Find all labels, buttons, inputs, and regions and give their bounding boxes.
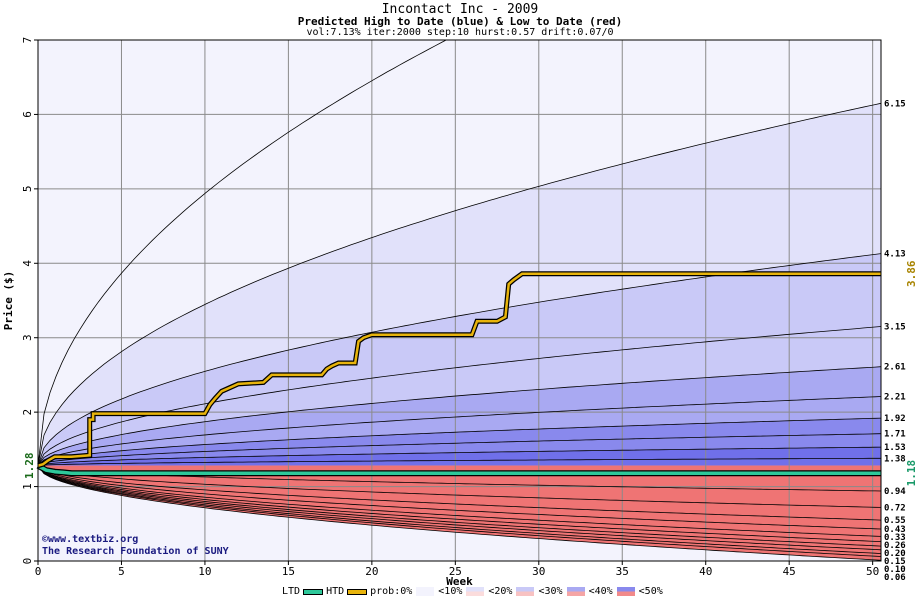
y-tick-label-7: 7	[21, 37, 34, 44]
legend-swatch-20	[516, 587, 535, 596]
high-label-8: 1.53	[884, 443, 906, 453]
low-label-1: 0.72	[884, 503, 906, 513]
legend-htd-label: HTD	[326, 586, 345, 597]
y-tick-label-4: 4	[21, 260, 34, 267]
low-line-3	[38, 465, 881, 530]
high-label-5: 2.21	[884, 393, 906, 403]
low-label-7: 0.15	[884, 557, 906, 567]
low-label-4: 0.33	[884, 533, 906, 543]
credit-org: The Research Foundation of SUNY	[42, 546, 229, 557]
low-line-1	[38, 465, 881, 508]
chart-params: vol:7.13% iter:2000 step:10 hurst:0.57 d…	[306, 27, 614, 38]
x-tick-label-1: 5	[118, 565, 125, 578]
legend-ltd-swatch	[303, 588, 324, 595]
legend-p30-label: <30%	[538, 586, 563, 597]
low-line-10	[38, 465, 881, 561]
legend-prob-label: prob:0%	[370, 586, 413, 597]
y-tick-label-3: 3	[21, 334, 34, 341]
x-tick-label-3: 15	[282, 565, 295, 578]
legend-p20-label: <20%	[488, 586, 513, 597]
x-tick-label-10: 50	[866, 565, 879, 578]
legend-p10-label: <10%	[438, 586, 463, 597]
legend-p40-label: <40%	[588, 586, 613, 597]
high-line-9	[38, 457, 881, 467]
y-tick-label-1: 1	[21, 483, 34, 490]
high-line-0	[38, 40, 448, 466]
low-label-5: 0.26	[884, 541, 906, 551]
y-tick-label-5: 5	[21, 186, 34, 193]
credit-site: ©www.textbiz.org	[42, 534, 139, 545]
x-tick-label-9: 45	[783, 565, 796, 578]
high-line-5	[38, 396, 881, 466]
high-line-4	[38, 366, 881, 466]
htd-end-label: 3.86	[905, 260, 918, 287]
low-label-8: 0.10	[884, 565, 906, 575]
x-axis-label: Week	[446, 575, 473, 588]
high-label-4: 2.61	[884, 363, 906, 373]
low-line-9	[38, 465, 881, 557]
y-tick-label-2: 2	[21, 409, 34, 416]
plot-frame	[37, 39, 882, 562]
legend-p50-label: <50%	[638, 586, 663, 597]
low-line-8	[38, 465, 881, 554]
high-line-7	[38, 433, 881, 467]
high-band-9	[38, 458, 881, 466]
low-line-4	[38, 465, 881, 537]
low-label-6: 0.20	[884, 549, 906, 559]
x-tick-label-5: 25	[449, 565, 462, 578]
low-label-3: 0.43	[884, 525, 906, 535]
high-label-7: 1.71	[884, 430, 906, 440]
start-price-label: 1.28	[23, 452, 36, 479]
high-label-3: 3.15	[884, 323, 906, 333]
high-label-1: 6.15	[884, 99, 906, 109]
x-tick-label-4: 20	[365, 565, 378, 578]
legend-swatch-30	[566, 587, 585, 596]
x-tick-label-0: 0	[35, 565, 42, 578]
high-line-3	[38, 326, 881, 466]
high-line-6	[38, 417, 881, 467]
high-label-9: 1.38	[884, 454, 906, 464]
low-line-6	[38, 465, 881, 547]
x-tick-label-7: 35	[616, 565, 629, 578]
high-line-8	[38, 446, 881, 467]
chart-title: Incontact Inc - 2009	[381, 2, 539, 17]
x-tick-label-6: 30	[532, 565, 545, 578]
legend-htd-swatch	[347, 588, 368, 595]
legend-swatch-40	[616, 587, 635, 596]
x-tick-label-2: 10	[198, 565, 211, 578]
legend-ltd-label: LTD	[282, 586, 301, 597]
legend-swatch-0	[416, 587, 435, 596]
low-line-5	[38, 465, 881, 542]
x-tick-label-8: 40	[699, 565, 712, 578]
high-label-6: 1.92	[884, 414, 906, 424]
low-label-0: 0.94	[884, 487, 906, 497]
high-line-1	[38, 102, 881, 466]
y-axis-label: Price ($)	[2, 271, 15, 331]
low-band-10	[38, 465, 881, 561]
htd-line	[37, 272, 881, 467]
ltd-end-label: 1.18	[905, 460, 918, 487]
ltd-line	[37, 464, 881, 475]
low-label-9: 0.06	[884, 573, 906, 583]
low-line-2	[38, 465, 881, 521]
low-line-7	[38, 465, 881, 551]
chart-subtitle: Predicted High to Date (blue) & Low to D…	[297, 15, 623, 28]
low-label-2: 0.55	[884, 516, 906, 526]
high-label-2: 4.13	[884, 250, 906, 260]
y-tick-label-0: 0	[21, 558, 34, 565]
legend: LTD HTD prob:0% <10% <20% <30% <40% <50%	[282, 586, 663, 597]
y-tick-label-6: 6	[21, 111, 34, 118]
legend-swatch-10	[466, 587, 485, 596]
